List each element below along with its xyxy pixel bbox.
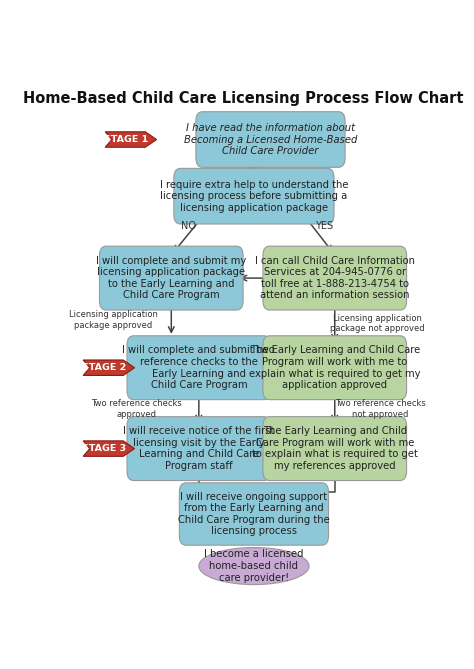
Text: STAGE 3: STAGE 3	[82, 444, 127, 453]
Text: The Early Learning and Child
Care Program will work with me
to explain what is r: The Early Learning and Child Care Progra…	[252, 426, 418, 471]
Text: STAGE 2: STAGE 2	[82, 363, 127, 372]
Text: STAGE 1: STAGE 1	[104, 135, 149, 144]
Text: Two reference checks
approved: Two reference checks approved	[91, 399, 182, 419]
Text: NO: NO	[181, 221, 196, 231]
Text: I will complete and submit my
licensing application package
to the Early Learnin: I will complete and submit my licensing …	[96, 256, 246, 300]
Text: I can call Child Care Information
Services at 204-945-0776 or
toll free at 1-888: I can call Child Care Information Servic…	[255, 256, 415, 300]
FancyBboxPatch shape	[263, 246, 407, 310]
Polygon shape	[83, 441, 135, 456]
Ellipse shape	[199, 547, 309, 585]
Polygon shape	[105, 132, 156, 147]
FancyBboxPatch shape	[263, 336, 407, 399]
Text: I will complete and submit two
reference checks to the
Early Learning and
Child : I will complete and submit two reference…	[122, 345, 275, 390]
Polygon shape	[83, 360, 135, 375]
Text: I will receive notice of the first
licensing visit by the Early
Learning and Chi: I will receive notice of the first licen…	[123, 426, 274, 471]
FancyBboxPatch shape	[174, 169, 334, 224]
FancyBboxPatch shape	[127, 417, 271, 480]
Text: I have read the information about
Becoming a Licensed Home-Based
Child Care Prov: I have read the information about Becomi…	[184, 123, 357, 156]
FancyBboxPatch shape	[196, 112, 345, 167]
Text: I become a licensed
home-based child
care provider!: I become a licensed home-based child car…	[204, 549, 304, 583]
Text: Two reference checks
not approved: Two reference checks not approved	[335, 399, 426, 419]
Text: Licensing application
package approved: Licensing application package approved	[69, 310, 158, 330]
FancyBboxPatch shape	[127, 336, 271, 399]
FancyBboxPatch shape	[179, 483, 328, 545]
Text: I require extra help to understand the
licensing process before submitting a
lic: I require extra help to understand the l…	[160, 179, 348, 213]
Text: The Early Learning and Child Care
Program will work with me to
explain what is r: The Early Learning and Child Care Progra…	[249, 345, 420, 390]
FancyBboxPatch shape	[100, 246, 243, 310]
Text: Licensing application
package not approved: Licensing application package not approv…	[330, 314, 424, 333]
Text: YES: YES	[315, 221, 333, 231]
Text: I will receive ongoing support
from the Early Learning and
Child Care Program du: I will receive ongoing support from the …	[178, 492, 330, 537]
Text: Home-Based Child Care Licensing Process Flow Chart: Home-Based Child Care Licensing Process …	[23, 91, 463, 106]
FancyBboxPatch shape	[263, 417, 407, 480]
